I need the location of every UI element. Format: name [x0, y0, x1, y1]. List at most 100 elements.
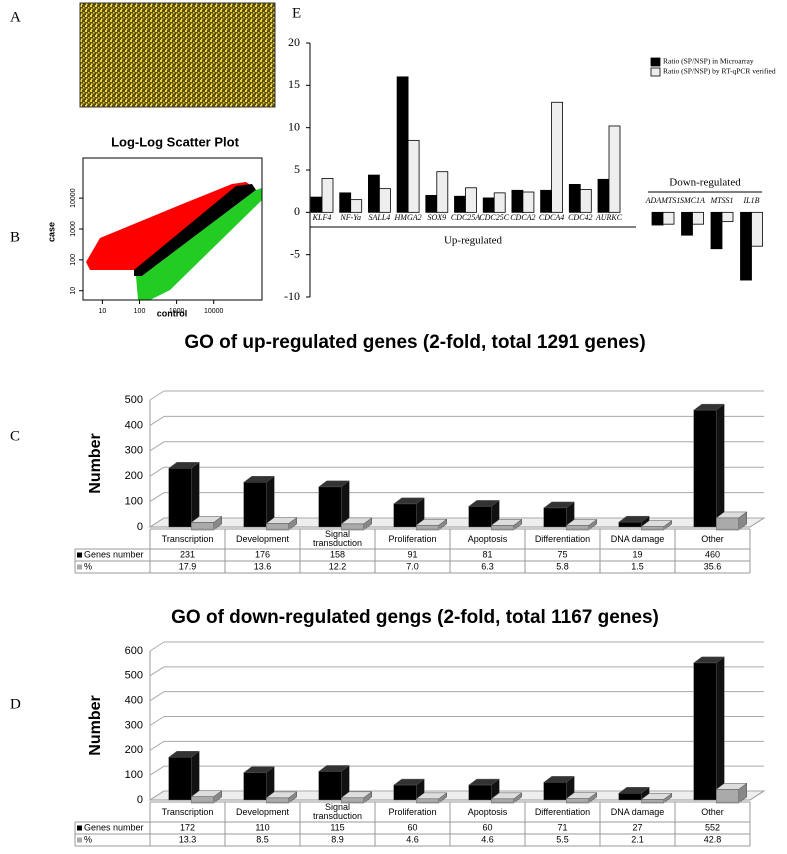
legend-swatch: [77, 552, 82, 558]
table-value: 60: [482, 822, 492, 832]
category-cell: Development: [235, 533, 290, 544]
table-value: 2.1: [631, 834, 644, 844]
category-label: DNA damage: [610, 533, 665, 544]
bar-front: [468, 784, 492, 801]
grid-diagonal: [149, 466, 165, 477]
grid-diagonal: [149, 441, 165, 452]
bar-front: [566, 798, 589, 804]
table-value: 19: [632, 549, 642, 559]
bar-front: [243, 772, 267, 801]
table-value: 91: [407, 549, 417, 559]
category-label: HMGA2: [394, 213, 422, 222]
bar: [662, 211, 675, 225]
bar: [339, 192, 352, 213]
group-label: Down-regulated: [669, 177, 741, 189]
bar-side: [716, 403, 725, 528]
bar: [425, 194, 438, 213]
table-value: 12.2: [329, 561, 347, 571]
bar: [190, 515, 223, 531]
bar-front: [468, 506, 492, 528]
bar: [310, 196, 323, 213]
bar: [511, 189, 524, 213]
y-tick-label: 20: [288, 35, 300, 49]
category-label: CDC42: [568, 213, 592, 222]
y-tick-label: 500: [125, 670, 143, 682]
x-tick-label: 10: [99, 308, 107, 315]
legend-label: Genes number: [84, 822, 144, 832]
bar: [693, 403, 725, 528]
bar: [565, 792, 598, 804]
table-value: 4.6: [481, 834, 494, 844]
x-axis-label: control: [157, 308, 188, 318]
table-value: 5.8: [556, 561, 569, 571]
category-label: CDCA4: [539, 213, 564, 222]
y-tick-label: 400: [125, 695, 143, 707]
bar: [321, 178, 334, 213]
category-cell: Signal transduction: [313, 803, 362, 821]
bar-front: [618, 793, 642, 801]
up-cloud: [86, 182, 252, 270]
bar: [265, 517, 298, 531]
bar-front: [168, 468, 192, 528]
bar: [551, 101, 563, 213]
category-cell: Apoptosis: [468, 807, 508, 816]
bar: [393, 778, 425, 801]
table-value: 460: [705, 549, 720, 559]
y-tick-label: 100: [70, 254, 77, 266]
bar: [415, 518, 448, 531]
bar: [710, 211, 723, 250]
y-tick-label: 1000: [70, 221, 77, 237]
category-label: Development: [235, 533, 290, 544]
chart-title: GO of down-regulated gengs (2-fold, tota…: [171, 607, 659, 628]
grid-diagonal: [149, 666, 165, 677]
bar: [190, 790, 223, 804]
y-tick-label: 400: [125, 419, 143, 431]
bar: [721, 211, 734, 223]
table-value: 115: [330, 822, 344, 832]
category-label: SMC1A: [680, 196, 705, 205]
panel-label: C: [10, 428, 20, 444]
table-value: 75: [557, 549, 567, 559]
category-label: Transcription: [161, 806, 214, 817]
y-axis-label: Number: [87, 695, 104, 755]
table-value: 158: [330, 549, 345, 559]
bar: [393, 497, 425, 528]
bar: [540, 189, 552, 213]
bar-side: [716, 656, 725, 801]
bar: [465, 187, 477, 213]
grid-diagonal: [149, 517, 165, 528]
y-tick-label: 10: [70, 287, 77, 295]
bar: [454, 195, 466, 213]
bar-front: [341, 797, 364, 804]
category-cell: Transcription: [161, 533, 214, 544]
bar-front: [491, 525, 514, 531]
panel-label: D: [10, 696, 21, 712]
bar-front: [191, 796, 214, 804]
bar-front: [641, 526, 664, 531]
table-value: 4.6: [406, 834, 419, 844]
bar-front: [318, 486, 342, 528]
bar: [618, 786, 650, 801]
category-label: KLF4: [312, 213, 332, 222]
bar: [640, 792, 673, 804]
grid-diagonal: [149, 740, 165, 751]
table-value: 5.5: [556, 834, 569, 844]
bar-front: [618, 521, 642, 528]
grid-diagonal: [149, 691, 165, 702]
table-value: 35.6: [704, 561, 722, 571]
category-label: IL1B: [743, 196, 760, 205]
bar: [493, 192, 506, 213]
legend-swatch: [77, 837, 82, 843]
table-value: 176: [255, 549, 270, 559]
grid-diagonal: [149, 492, 165, 503]
grid-diagonal: [149, 765, 165, 776]
bar: [367, 174, 380, 213]
bar-front: [716, 517, 739, 531]
y-tick-label: -5: [290, 246, 300, 260]
category-label: Transcription: [161, 533, 214, 544]
category-label: Development: [235, 806, 290, 817]
bar-front: [416, 798, 439, 804]
panel-label: B: [10, 229, 20, 245]
category-label: Signal transduction: [312, 529, 363, 548]
bar: [415, 792, 448, 804]
